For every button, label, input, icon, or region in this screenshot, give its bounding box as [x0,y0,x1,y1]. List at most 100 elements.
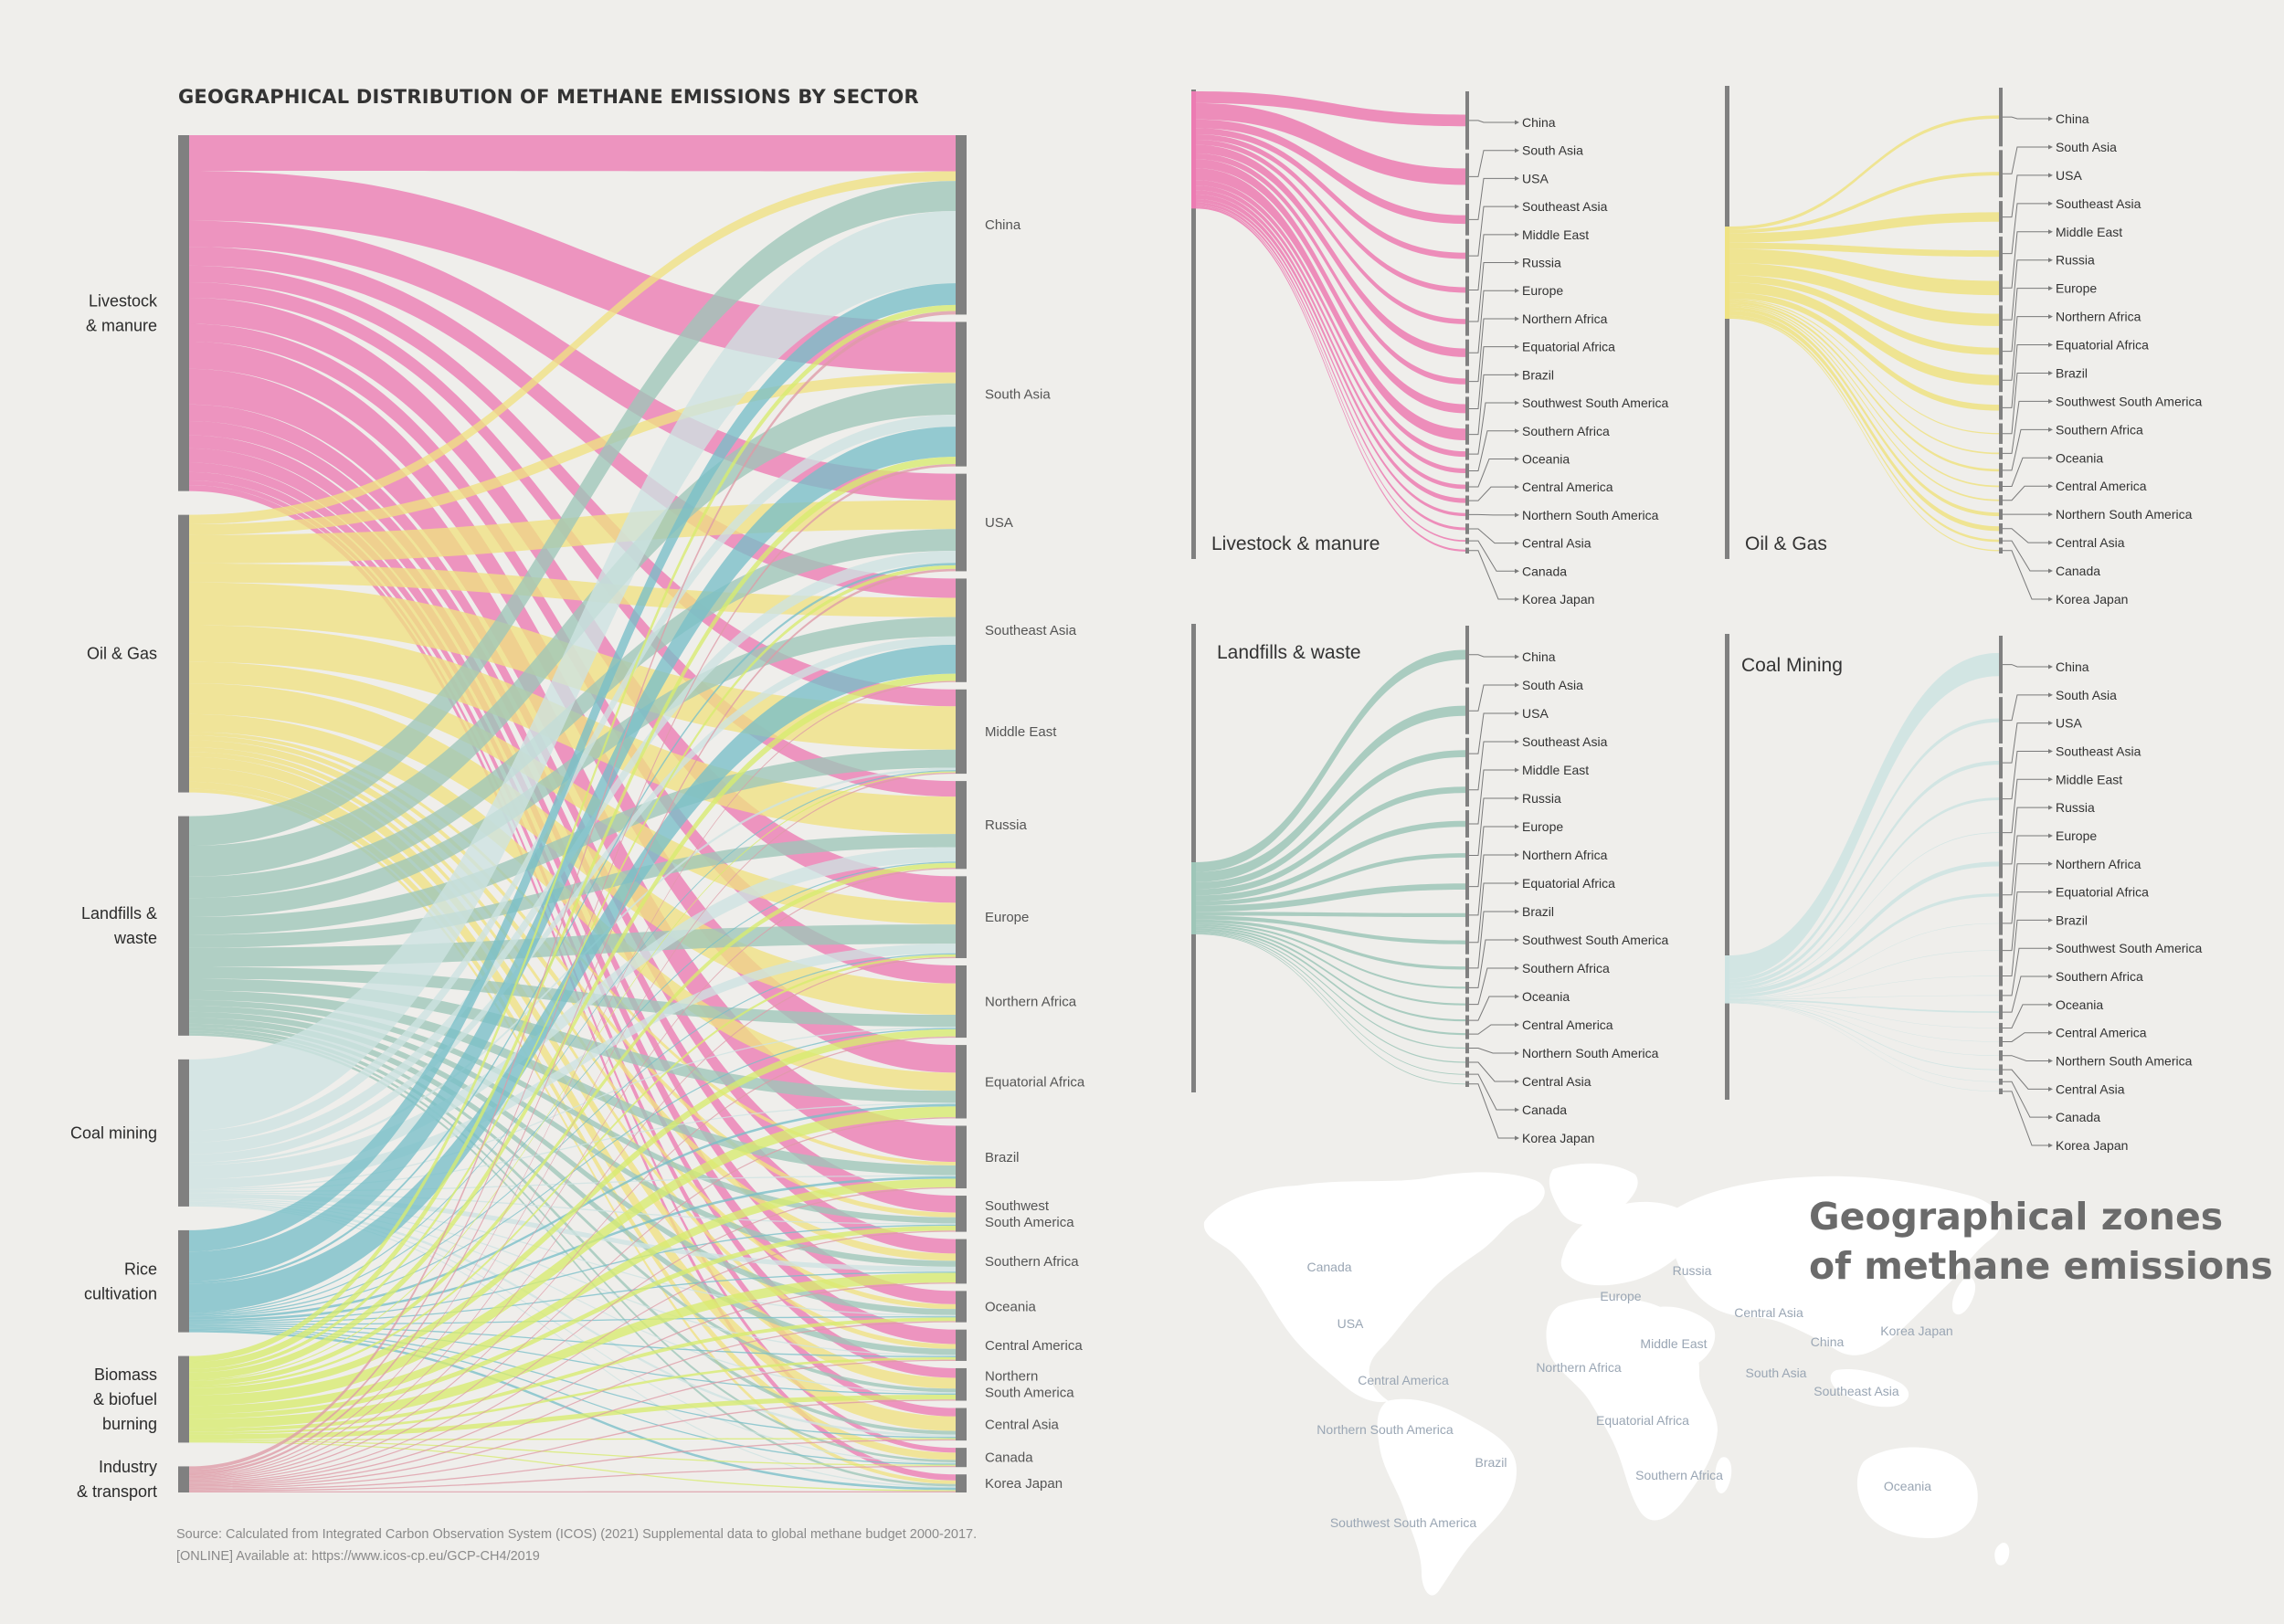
panel-region-label-landfills-safrica: Southern Africa [1522,961,1610,975]
panel-leader-landfills-camerica [1469,1024,1515,1035]
main-sankey: Livestock & manure Oil & Gas Landfills & was… [70,135,1085,1501]
panel-region-label-coal-safrica: Southern Africa [2056,969,2143,984]
panel-flow-landfills-casia [1196,931,1465,1063]
panel-node-landfills-usa [1465,737,1469,770]
region-label-camerica-line: Central America [985,1338,1083,1354]
panel-leader-livestock-china [1469,120,1515,123]
flow-industry-brazil [189,1186,956,1483]
panel-region-label-livestock-southasia: South Asia [1522,143,1583,158]
panel-region-label-livestock-safrica: Southern Africa [1522,424,1610,438]
sector-label-oil-line: Oil & Gas [87,645,157,663]
panel-flow-livestock-russia [1196,140,1465,324]
region-label-nafrica: Northern Africa [985,995,1077,1010]
flow-livestock-china [189,135,956,172]
panel-leader-landfills-nsa [1469,1047,1515,1054]
flow-rice-nsa [189,1326,956,1395]
panel-arrow-oil-china [2048,116,2053,121]
panel-region-label-landfills-nsa: Northern South America [1522,1046,1659,1060]
panel-region-label-oil-brazil: Brazil [2056,365,2088,380]
sector-bar-rice [178,1229,189,1333]
panel-arrow-oil-europe [2048,286,2053,291]
panel-flow-livestock-usa [1196,119,1465,225]
sector-label-landfills-line: waste [113,929,157,947]
panel-arrow-oil-seasia [2048,201,2053,206]
panel-region-label-livestock-casia: Central Asia [1522,536,1591,551]
map-label-europe: Europe [1600,1289,1641,1303]
region-bar-southasia [956,322,967,467]
panel-node-livestock-brazil [1465,424,1469,445]
map-label-canada: Canada [1306,1260,1351,1274]
panel-links-landfills [1196,649,1465,1085]
flow-rice-korea [189,1330,956,1491]
region-label-safrica: Southern Africa [985,1254,1079,1270]
panel-flow-oil-korea [1729,317,1999,552]
panel-title-livestock: Livestock & manure [1211,533,1380,554]
panel-node-landfills-camerica [1465,1028,1469,1039]
panel-arrow-coal-safrica [2048,974,2053,979]
panel-leader-oil-camerica [2003,485,2048,501]
panel-leader-oil-eqafrica [2003,344,2048,408]
panel-node-livestock-usa [1465,204,1469,236]
flow-coal-southasia [189,414,956,1143]
panel-flow-coal-canada [1729,1002,1999,1082]
panel-region-label-oil-casia: Central Asia [2056,535,2125,550]
panel-arrow-landfills-canada [1515,1107,1519,1113]
panel-livestock: China South Asia USA Southeast Asia Middle E… [1191,90,1669,606]
region-label-southasia: South Asia [985,387,1051,403]
panel-node-coal-korea [1999,1088,2003,1094]
panel-node-livestock-europe [1465,339,1469,366]
panel-leader-landfills-oceania [1469,996,1515,1021]
panel-arrow-coal-korea [2048,1143,2053,1148]
panel-node-coal-swsa [1999,989,2003,1002]
panel-leader-oil-safrica [2003,428,2048,471]
flow-coal-europe [189,944,956,1189]
panel-arrow-landfills-casia [1515,1079,1519,1084]
map-landmass-10 [1951,1277,1976,1315]
region-label-eqafrica-line: Equatorial Africa [985,1074,1085,1090]
panel-arrow-livestock-camerica [1515,484,1519,490]
panel-axis-livestock [1191,90,1196,559]
panel-node-coal-russia [1999,849,2003,879]
panel-region-label-oil-usa: USA [2056,168,2082,183]
panel-node-oil-europe [1999,337,2003,365]
flow-coal-casia [189,1201,956,1438]
region-label-europe-line: Europe [985,910,1029,925]
panel-arrow-livestock-korea [1515,596,1519,602]
panel-node-livestock-russia [1465,307,1469,336]
panel-title-landfills: Landfills & waste [1217,642,1361,663]
panel-flow-coal-nsa [1729,1001,1999,1056]
sector-label-landfills: Landfills & waste [81,904,157,947]
sector-label-industry-line: & transport [77,1482,157,1501]
region-label-casia: Central Asia [985,1417,1060,1432]
panel-arrow-oil-camerica [2048,483,2053,489]
panel-flow-landfills-seasia [1196,786,1465,896]
panel-arrow-landfills-seasia [1515,739,1519,744]
flow-rice-swsa [189,1224,956,1323]
panel-leader-coal-canada [2003,1081,2048,1118]
panel-flow-coal-brazil [1729,975,1999,999]
panel-node-livestock-china [1465,91,1469,150]
panel-leader-livestock-europe [1469,290,1515,353]
region-bar-europe [956,876,967,958]
panel-flow-livestock-brazil [1196,168,1465,441]
region-label-russia: Russia [985,817,1028,833]
flow-oil-nsa [189,756,956,1389]
panel-node-livestock-safrica [1465,463,1469,479]
panel-flow-landfills-swsa [1196,923,1465,989]
panel-region-label-coal-eqafrica: Equatorial Africa [2056,885,2149,900]
panel-region-label-oil-europe: Europe [2056,281,2097,296]
map-landmass-9 [1830,1368,1909,1408]
flow-livestock-europe [189,297,956,903]
flow-coal-canada [189,1204,956,1464]
region-label-nsa: Northern South America [985,1369,1074,1401]
panel-node-coal-mideast [1999,818,2003,847]
panel-leader-landfills-eqafrica [1469,882,1515,944]
region-bar-eqafrica [956,1045,967,1119]
panel-arrow-livestock-southasia [1515,148,1519,153]
panel-flow-livestock-southasia [1196,102,1465,185]
sector-label-biomass: Biomass & biofuel burning [93,1366,157,1433]
map-land [1203,1163,2010,1596]
panel-node-oil-korea [1999,547,2003,554]
flow-oil-seasia [189,563,956,617]
